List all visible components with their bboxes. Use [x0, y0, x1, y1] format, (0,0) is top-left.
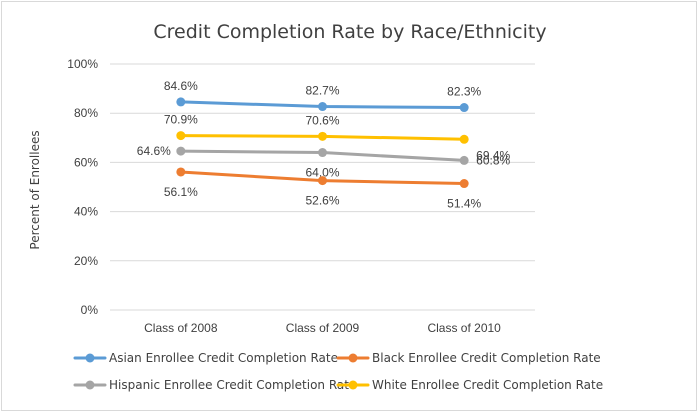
y-tick-label: 60%: [74, 155, 98, 169]
data-point: [459, 155, 469, 165]
data-label: 82.3%: [447, 85, 481, 99]
data-label: 69.4%: [476, 148, 510, 162]
data-label: 84.6%: [164, 79, 198, 93]
legend: Asian Enrollee Credit Completion Rate Bla…: [73, 351, 603, 392]
legend-label: Hispanic Enrollee Credit Completion Rate: [109, 378, 356, 392]
y-tick-label: 40%: [74, 205, 98, 219]
y-tick-label: 100%: [67, 57, 98, 71]
data-label: 64.0%: [305, 166, 339, 180]
y-tick-label: 80%: [74, 106, 98, 120]
legend-marker: [85, 353, 95, 363]
data-label: 70.9%: [164, 113, 198, 127]
data-label: 51.4%: [447, 197, 481, 211]
data-point: [318, 148, 327, 158]
y-axis-label: Percent of Enrollees: [28, 130, 42, 249]
y-tick-label: 0%: [81, 303, 99, 317]
y-tick-label: 20%: [74, 254, 98, 268]
data-label: 56.1%: [164, 185, 198, 199]
data-label: 82.7%: [305, 84, 339, 98]
data-point: [176, 146, 186, 156]
data-point: [318, 131, 327, 141]
data-label: 70.6%: [305, 113, 339, 127]
data-point: [459, 179, 469, 189]
x-axis-ticks: Class of 2008 Class of 2009 Class of 2010: [144, 321, 501, 335]
data-point: [318, 176, 327, 186]
legend-marker: [85, 380, 95, 390]
series-points: [176, 97, 469, 189]
chart-title: Credit Completion Rate by Race/Ethnicity: [153, 21, 546, 43]
data-point: [176, 97, 186, 107]
legend-marker: [348, 380, 358, 390]
legend-label: White Enrollee Credit Completion Rate: [372, 378, 603, 392]
gridlines: [110, 63, 535, 311]
legend-label: Asian Enrollee Credit Completion Rate: [109, 351, 338, 365]
x-tick-label: Class of 2010: [427, 321, 501, 335]
legend-label: Black Enrollee Credit Completion Rate: [372, 351, 601, 365]
data-label: 60.8%: [476, 153, 510, 167]
data-labels: 84.6% 82.7% 82.3% 56.1% 52.6% 51.4% 64.6% 64.0%…: [137, 79, 511, 211]
data-label: 64.6%: [137, 144, 171, 158]
data-point: [176, 131, 186, 141]
data-point: [318, 102, 327, 112]
x-tick-label: Class of 2009: [286, 321, 360, 335]
y-axis-ticks: 0% 20% 40% 60% 80% 100%: [67, 57, 98, 317]
x-tick-label: Class of 2008: [144, 321, 218, 335]
data-point: [459, 134, 469, 144]
data-point: [459, 103, 469, 113]
data-point: [176, 167, 186, 177]
legend-marker: [348, 353, 358, 363]
data-label: 52.6%: [305, 194, 339, 208]
